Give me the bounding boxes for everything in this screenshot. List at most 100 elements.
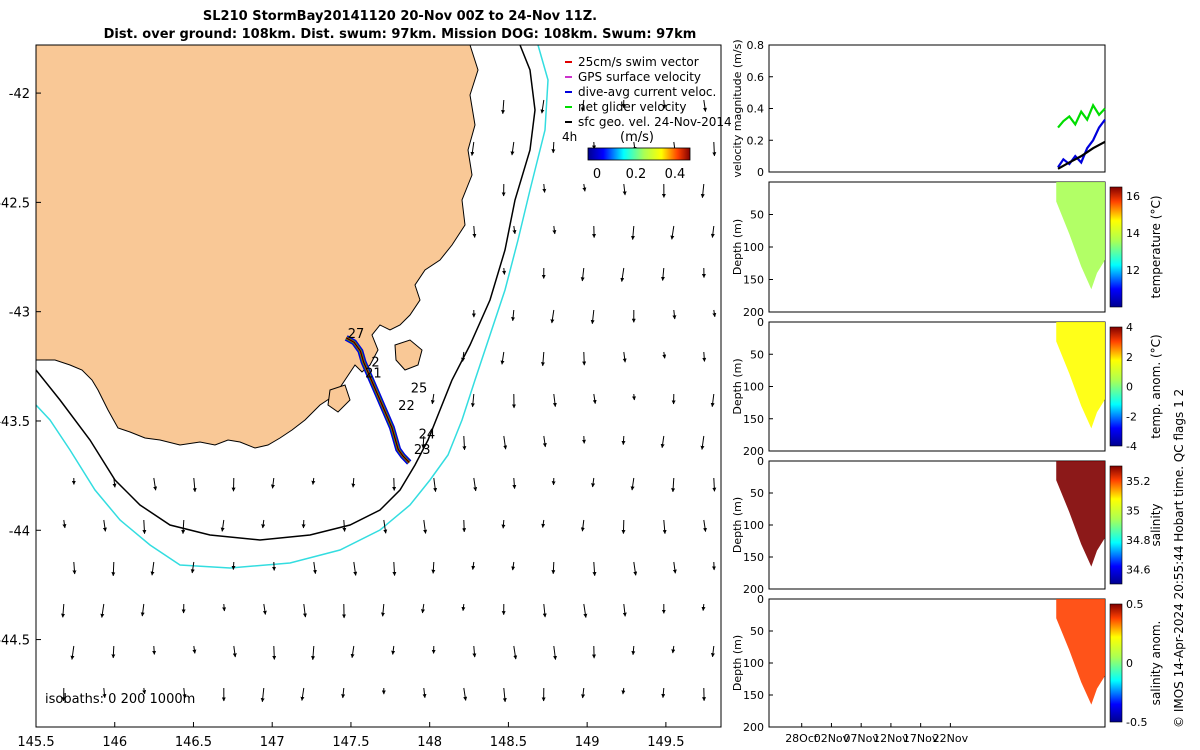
current-vector xyxy=(111,645,116,659)
current-vector xyxy=(260,687,265,703)
current-vector xyxy=(671,645,676,654)
y-tick-label: 150 xyxy=(743,413,764,426)
speed-colorbar xyxy=(587,147,691,161)
current-vector xyxy=(660,267,665,281)
y-tick-label: -42.5 xyxy=(0,196,30,211)
current-vector xyxy=(712,141,717,157)
isobath-200 xyxy=(36,45,536,541)
colorbar xyxy=(1109,465,1123,585)
current-vector xyxy=(662,99,667,109)
island xyxy=(327,384,351,413)
current-vector xyxy=(551,141,556,154)
day-label: 21 xyxy=(365,366,382,381)
current-vector xyxy=(302,603,307,618)
day-label: 23 xyxy=(414,443,431,458)
colorbar xyxy=(1109,326,1123,447)
section-panel: 0 50 100 150 200 Depth (m) -0.5 0 0.5 salinity an… xyxy=(731,593,1163,745)
current-vector xyxy=(462,435,467,451)
legend-label: sfc geo. vel. 24-Nov-2014 xyxy=(578,115,732,129)
current-vector xyxy=(272,645,277,660)
current-vector xyxy=(102,519,107,532)
current-vector xyxy=(512,225,517,235)
colorbar-tick-label: 0 xyxy=(593,167,601,182)
colorbar-tick-label: 35.2 xyxy=(1126,475,1151,488)
y-tick-label: 150 xyxy=(743,274,764,287)
current-vector xyxy=(391,645,396,655)
x-tick-label: 148.5 xyxy=(490,735,527,750)
y-tick-label: -44.5 xyxy=(0,634,30,649)
day-label: 24 xyxy=(419,427,436,442)
colorbar-label: temp. anom. (°C) xyxy=(1149,334,1163,438)
colorbar-label: salinity xyxy=(1149,503,1163,546)
current-vector xyxy=(542,435,547,448)
current-vector xyxy=(192,645,197,654)
current-vector xyxy=(423,519,428,534)
current-vector xyxy=(553,645,558,660)
y-tick-label: 0.4 xyxy=(747,103,765,116)
current-vector xyxy=(661,687,666,699)
current-vector xyxy=(311,477,316,485)
current-vector xyxy=(192,477,197,493)
current-vector xyxy=(540,99,545,114)
y-tick-label: 0 xyxy=(757,455,764,468)
y-axis-label: Depth (m) xyxy=(731,635,744,691)
current-vector xyxy=(622,603,627,617)
current-vector xyxy=(622,183,627,196)
current-vector xyxy=(580,267,585,282)
current-vector xyxy=(510,141,515,156)
current-vector xyxy=(512,477,517,490)
current-vector xyxy=(511,309,516,322)
legend-label: dive-avg current veloc. xyxy=(578,85,716,99)
current-vector xyxy=(471,561,476,570)
legend-label: 25cm/s swim vector xyxy=(578,55,699,69)
colorbar-tick-label: 0 xyxy=(1126,657,1133,670)
x-tick-label: 22Nov xyxy=(933,732,969,745)
current-vector xyxy=(62,519,67,529)
y-tick-label: 0 xyxy=(757,316,764,329)
current-vector xyxy=(430,393,435,405)
current-vector xyxy=(190,561,195,574)
current-vector xyxy=(710,645,715,658)
colorbar xyxy=(1109,603,1123,723)
current-vector xyxy=(72,561,77,575)
colorbar-label: salinity anom. xyxy=(1149,621,1163,706)
x-tick-label: 147.5 xyxy=(332,735,369,750)
current-vector xyxy=(431,561,436,574)
current-vector xyxy=(633,561,638,576)
current-vector xyxy=(701,603,706,611)
colorbar-tick-label: 0.2 xyxy=(626,167,647,182)
current-vector xyxy=(621,687,626,695)
x-tick-label: 07Nov xyxy=(843,732,879,745)
current-vector xyxy=(102,687,107,699)
current-vector xyxy=(153,477,158,491)
current-vector xyxy=(300,687,305,701)
current-vector xyxy=(710,393,715,408)
panel-frame xyxy=(768,598,1106,728)
current-vector xyxy=(341,687,346,699)
chart-title-line1: SL210 StormBay20141120 20-Nov 00Z to 24-… xyxy=(202,9,598,24)
current-vector xyxy=(470,393,475,408)
current-vector xyxy=(712,309,717,318)
isobath-1000 xyxy=(36,45,549,569)
current-vector xyxy=(551,561,556,575)
current-vector xyxy=(350,645,355,659)
x-tick-label: 145.5 xyxy=(17,735,54,750)
current-vector xyxy=(552,225,557,235)
current-vector xyxy=(710,225,715,238)
current-vector xyxy=(472,225,477,238)
current-vector xyxy=(353,561,358,576)
y-tick-label: 0 xyxy=(757,166,764,179)
y-tick-label: -43.5 xyxy=(0,415,30,430)
current-vector xyxy=(342,519,347,532)
current-vector xyxy=(463,687,468,701)
current-vector xyxy=(660,435,665,449)
current-vector xyxy=(592,393,597,405)
x-tick-label: 146 xyxy=(102,735,127,750)
current-vector xyxy=(700,183,705,199)
y-axis-label: Depth (m) xyxy=(731,358,744,414)
velocity-series xyxy=(1057,102,1106,129)
current-vector xyxy=(421,435,426,449)
current-vector xyxy=(70,645,75,660)
day-label: 27 xyxy=(348,327,365,342)
